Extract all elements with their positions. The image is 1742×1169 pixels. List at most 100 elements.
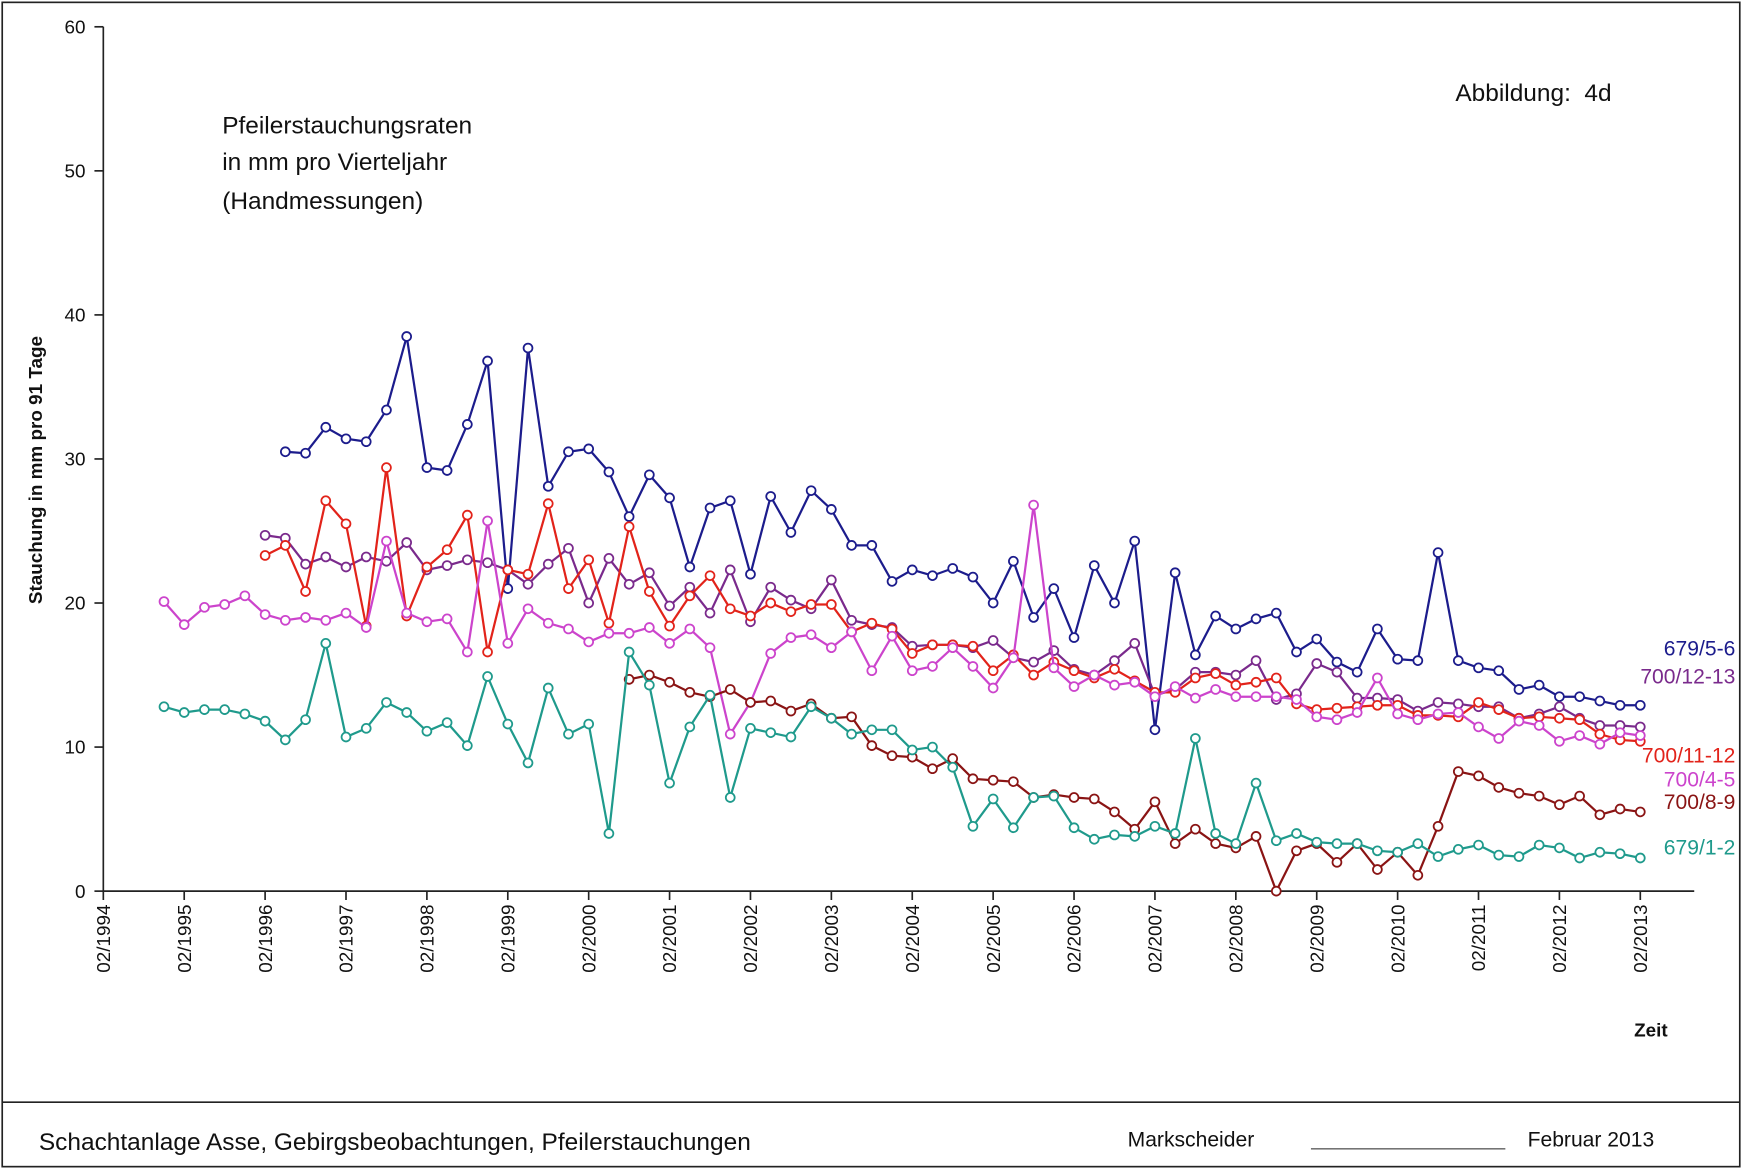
data-point (1068, 665, 1080, 677)
data-point (340, 518, 352, 530)
data-point (1190, 672, 1201, 684)
data-point (846, 614, 857, 626)
data-point (158, 701, 170, 713)
data-point (765, 581, 777, 593)
data-point (199, 602, 210, 613)
data-point (1129, 535, 1141, 547)
data-point (1432, 697, 1444, 708)
footer-text: Schachtanlage Asse, Gebirgsbeobachtungen… (39, 1129, 751, 1156)
data-point (279, 734, 291, 746)
data-point (967, 773, 979, 785)
data-point (1291, 845, 1302, 857)
data-point (522, 757, 534, 769)
data-point (1533, 790, 1545, 802)
y-tick-label: 40 (65, 306, 86, 327)
x-tick-label: 02/1997 (337, 904, 358, 972)
data-point (1473, 697, 1484, 708)
data-point (1574, 730, 1585, 741)
y-axis-label: Stauchung in mm pro 91 Tage (26, 336, 47, 604)
data-point (1594, 738, 1606, 750)
data-point (1594, 695, 1606, 707)
x-tick-label: 02/2005 (984, 904, 1005, 972)
data-point (1594, 720, 1606, 731)
data-point (724, 728, 736, 740)
data-point (441, 544, 453, 556)
data-point (1250, 777, 1262, 789)
x-tick-label: 02/2012 (1550, 904, 1571, 972)
data-point (1048, 790, 1060, 802)
legend-label: 700/8-9 (1664, 791, 1736, 814)
data-point (987, 682, 999, 694)
data-point (239, 708, 251, 720)
data-point (1008, 776, 1019, 787)
title-line: Pfeilerstauchungsraten (222, 112, 472, 139)
data-point (1331, 838, 1343, 849)
data-point (320, 614, 332, 626)
data-point (644, 679, 655, 691)
y-tick-label: 50 (65, 162, 86, 183)
data-point (664, 600, 675, 612)
data-point (1109, 806, 1120, 818)
data-point (745, 697, 756, 708)
data-point (1250, 831, 1262, 842)
x-tick-label: 02/2003 (822, 904, 843, 972)
data-point (441, 465, 453, 476)
data-point (967, 640, 979, 652)
data-point (927, 763, 938, 775)
data-point (1513, 851, 1525, 862)
data-point (401, 607, 413, 619)
x-tick-label: 02/1995 (175, 904, 196, 972)
data-point (300, 558, 311, 570)
data-point (1554, 799, 1565, 811)
data-point (826, 599, 837, 610)
x-tick-label: 02/1999 (498, 904, 519, 972)
data-point (1149, 724, 1161, 736)
data-point (603, 828, 615, 839)
data-point (1230, 669, 1242, 681)
data-point (1574, 790, 1585, 802)
data-point (300, 714, 311, 726)
data-point (1513, 684, 1525, 695)
data-point (300, 612, 311, 623)
data-point (1008, 652, 1019, 664)
data-point (421, 462, 433, 473)
data-point (219, 599, 230, 610)
data-point (340, 607, 352, 619)
data-point (866, 540, 878, 551)
data-point (300, 447, 311, 459)
data-point (1432, 547, 1444, 558)
data-point (259, 609, 271, 620)
data-point (785, 632, 797, 643)
y-tick-label: 0 (75, 882, 85, 903)
data-point (866, 740, 878, 751)
data-point (1614, 803, 1626, 815)
data-point (1210, 684, 1221, 695)
data-point (1533, 679, 1545, 691)
data-point (462, 509, 473, 521)
data-point (1554, 701, 1565, 713)
data-point (987, 793, 999, 805)
data-point (340, 433, 352, 445)
data-point (906, 648, 918, 659)
data-point (178, 707, 190, 718)
data-point (1250, 691, 1262, 702)
data-point (502, 638, 514, 649)
data-point (502, 564, 514, 576)
data-point (563, 446, 574, 458)
data-point (724, 684, 736, 695)
data-point (279, 540, 291, 551)
data-point (1109, 663, 1120, 675)
data-point (1311, 658, 1323, 669)
data-point (522, 603, 534, 615)
data-point (1149, 820, 1161, 832)
data-point (1028, 669, 1039, 681)
data-point (1190, 692, 1201, 704)
data-point (1109, 829, 1120, 841)
data-point (542, 480, 554, 492)
data-point (927, 741, 938, 753)
data-point (1230, 691, 1242, 702)
x-tick-label: 02/2011 (1469, 904, 1490, 971)
data-point (724, 792, 736, 803)
data-point (1088, 833, 1100, 845)
data-point (644, 669, 655, 681)
